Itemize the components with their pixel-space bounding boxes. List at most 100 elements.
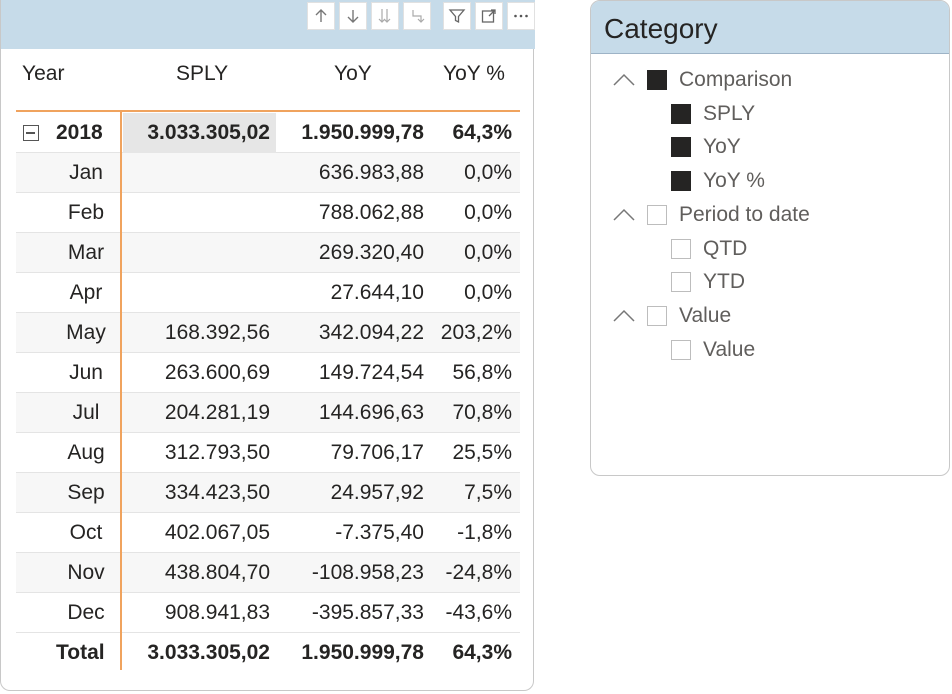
checkbox[interactable] [647,70,667,90]
total-sply-value[interactable]: 3.033.305,02 [147,641,270,664]
matrix-visual[interactable]: Year SPLY YoY YoY % 2018 3.033.305,02 1.… [0,0,535,691]
checkbox[interactable] [671,340,691,360]
sort-up-icon[interactable] [307,2,335,30]
sply-value[interactable]: 204.281,19 [164,401,270,424]
slicer-item-value[interactable]: Value [671,335,755,365]
total-yoy-value[interactable]: 1.950.999,78 [301,641,424,664]
slicer-item-yoy[interactable]: YoY [671,132,741,162]
yoy-pct-value[interactable]: 7,5% [464,481,512,504]
sply-value[interactable]: 168.392,56 [164,321,270,344]
month-label: Mar [67,241,105,264]
slicer-item-label: YoY [703,135,741,158]
table-row: Mar 269.320,40 0,0% [16,233,520,273]
yoy-value[interactable]: 24.957,92 [330,481,424,504]
slicer-item-qtd[interactable]: QTD [671,234,747,264]
checkbox[interactable] [671,137,691,157]
sply-value[interactable]: 263.600,69 [164,361,270,384]
month-label: Jan [69,161,103,184]
category-slicer: Category Comparison SPLY YoY YoY % Perio… [590,0,950,476]
yoy-pct-value[interactable]: 70,8% [452,401,512,424]
sply-value[interactable]: 312.793,50 [164,441,270,464]
checkbox[interactable] [671,272,691,292]
total-yoy-pct-value[interactable]: 64,3% [452,641,512,664]
yoy-pct-value[interactable]: 0,0% [464,161,512,184]
yoy-value[interactable]: 342.094,22 [318,321,424,344]
yoy-pct-value[interactable]: -1,8% [457,521,512,544]
slicer-item-label: Period to date [679,203,810,226]
yoy-pct-value[interactable]: 0,0% [464,241,512,264]
yoy-pct-value[interactable]: 0,0% [464,201,512,224]
table-row: Aug 312.793,50 79.706,17 25,5% [16,433,520,473]
column-header-sply[interactable]: SPLY [176,62,229,85]
yoy-pct-value[interactable]: -43,6% [445,601,512,624]
month-label: Feb [67,201,105,224]
checkbox[interactable] [671,239,691,259]
more-options-icon[interactable] [507,2,535,30]
visual-toolbar [307,2,535,30]
table-row: Dec 908.941,83 -395.857,33 -43,6% [16,593,520,633]
yoy-value[interactable]: 144.696,63 [318,401,424,424]
slicer-item-sply[interactable]: SPLY [671,99,755,129]
table-row: Jul 204.281,19 144.696,63 70,8% [16,393,520,433]
chevron-up-icon[interactable] [613,208,635,222]
table-row: Nov 438.804,70 -108.958,23 -24,8% [16,553,520,593]
selected-cell-highlight [123,113,276,153]
yoy-pct-value[interactable]: 0,0% [464,281,512,304]
month-label: Jul [72,401,100,424]
column-header-yoy-pct[interactable]: YoY % [443,62,505,85]
yoy-value[interactable]: 269.320,40 [318,241,424,264]
slicer-item-label: Value [703,338,756,361]
sply-value[interactable]: 908.941,83 [164,601,270,624]
year-yoy-pct-value[interactable]: 64,3% [452,121,512,144]
checkbox[interactable] [671,171,691,191]
table-row: Jun 263.600,69 149.724,54 56,8% [16,353,520,393]
row-header-divider-line [120,112,122,670]
matrix-header-bar [1,0,535,49]
yoy-value[interactable]: 149.724,54 [318,361,424,384]
yoy-pct-value[interactable]: -24,8% [445,561,512,584]
column-header-year[interactable]: Year [22,62,65,85]
slicer-item-label: YoY % [703,169,765,192]
month-label: Sep [67,481,105,504]
yoy-pct-value[interactable]: 25,5% [452,441,512,464]
collapse-icon[interactable] [23,125,39,141]
yoy-value[interactable]: -395.857,33 [311,601,424,624]
checkbox[interactable] [671,104,691,124]
slicer-item-label: QTD [703,237,748,260]
sort-down-icon[interactable] [339,2,367,30]
yoy-value[interactable]: -108.958,23 [311,561,424,584]
month-label: May [66,321,106,344]
slicer-item-ytd[interactable]: YTD [671,267,745,297]
slicer-group-value[interactable]: Value [613,301,731,331]
sply-value[interactable]: 438.804,70 [164,561,270,584]
month-label: Aug [67,441,105,464]
filter-icon[interactable] [443,2,471,30]
table-row: Jan 636.983,88 0,0% [16,153,520,193]
slicer-group-comparison[interactable]: Comparison [613,65,792,95]
table-row: Sep 334.423,50 24.957,92 7,5% [16,473,520,513]
yoy-value[interactable]: 636.983,88 [318,161,424,184]
focus-mode-icon[interactable] [475,2,503,30]
yoy-value[interactable]: -7.375,40 [335,521,424,544]
expand-all-down-icon[interactable] [371,2,399,30]
expand-next-level-icon[interactable] [403,2,431,30]
slicer-item-yoy-pct[interactable]: YoY % [671,166,765,196]
yoy-value[interactable]: 788.062,88 [318,201,424,224]
yoy-value[interactable]: 79.706,17 [330,441,424,464]
year-yoy-value[interactable]: 1.950.999,78 [301,121,424,144]
table-row: Apr 27.644,10 0,0% [16,273,520,313]
slicer-group-period-to-date[interactable]: Period to date [613,200,810,230]
yoy-value[interactable]: 27.644,10 [330,281,424,304]
column-header-yoy[interactable]: YoY [334,62,372,85]
total-label: Total [56,641,105,664]
sply-value[interactable]: 402.067,05 [164,521,270,544]
yoy-pct-value[interactable]: 56,8% [452,361,512,384]
total-row: Total 3.033.305,02 1.950.999,78 64,3% [16,633,520,673]
checkbox[interactable] [647,205,667,225]
sply-value[interactable]: 334.423,50 [164,481,270,504]
yoy-pct-value[interactable]: 203,2% [440,321,512,344]
year-sply-value[interactable]: 3.033.305,02 [147,121,270,144]
checkbox[interactable] [647,306,667,326]
chevron-up-icon[interactable] [613,73,635,87]
chevron-up-icon[interactable] [613,309,635,323]
